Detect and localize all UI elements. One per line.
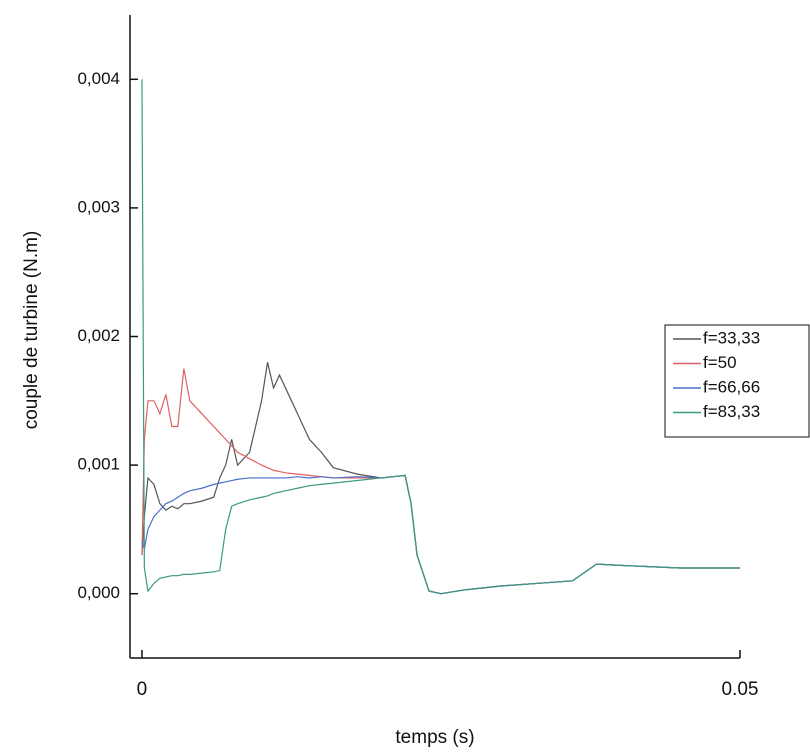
series-line [141,474,740,595]
series-line [141,79,740,595]
series-line [141,362,740,595]
legend-box [664,324,810,438]
y-tick-label: 0,001 [77,455,120,474]
x-axis-label: temps (s) [395,727,474,748]
legend-label: f=33,33 [703,328,760,347]
y-tick-label: 0,002 [77,326,120,345]
y-tick-label: 0,000 [77,583,120,602]
y-axis-label: couple de turbine (N.m) [21,231,42,430]
legend-label: f=83,33 [703,402,760,421]
y-tick-label: 0,003 [77,197,120,216]
x-tick-label: 0 [137,679,148,700]
legend-label: f=50 [703,353,737,372]
x-tick-label: 0.05 [722,679,759,700]
y-tick-label: 0,004 [77,69,120,88]
legend-label: f=66,66 [703,377,760,396]
series-line [141,368,740,595]
